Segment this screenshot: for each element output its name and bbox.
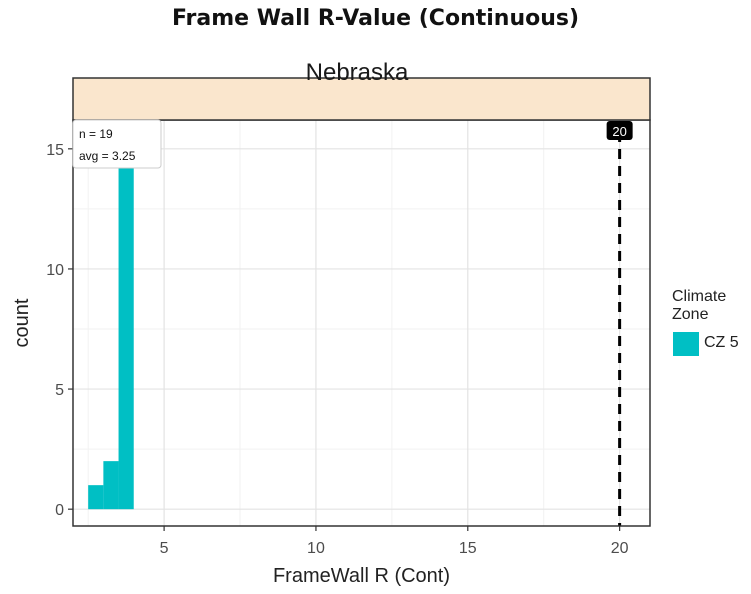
x-tick-label: 20: [611, 540, 629, 557]
histogram-bar-2: [103, 461, 119, 510]
legend-title-line2: Zone: [672, 306, 709, 323]
legend-key-cz5: [673, 332, 699, 356]
legend-label-cz5: CZ 5: [704, 334, 739, 351]
y-tick-label: 15: [46, 142, 64, 159]
x-tick-label: 15: [459, 540, 477, 557]
stats-box: [72, 119, 162, 169]
reference-label: 20: [612, 124, 626, 139]
facet-strip: [72, 77, 651, 121]
legend-title-line1: Climate: [672, 288, 727, 305]
chart-title: Frame Wall R-Value (Continuous): [171, 6, 580, 31]
x-tick-label: 5: [160, 540, 169, 557]
y-tick-label: 10: [46, 262, 64, 279]
histogram-bar-3: [118, 148, 134, 510]
stats-avg-text: avg = 3.25: [79, 149, 136, 163]
y-tick-label: 5: [55, 382, 64, 399]
histogram-bar-1: [88, 485, 104, 510]
y-tick-label: 0: [55, 502, 64, 519]
stats-n-text: n = 19: [79, 127, 113, 141]
reference-label-box: [606, 121, 633, 140]
y-axis-label: count: [11, 298, 33, 347]
legend-title: Climate Zone: [672, 288, 726, 324]
x-tick-label: 10: [307, 540, 325, 557]
x-axis-label: FrameWall R (Cont): [273, 565, 450, 587]
facet-strip-label: Nebraska: [306, 59, 409, 86]
plot-panel: [73, 120, 650, 526]
